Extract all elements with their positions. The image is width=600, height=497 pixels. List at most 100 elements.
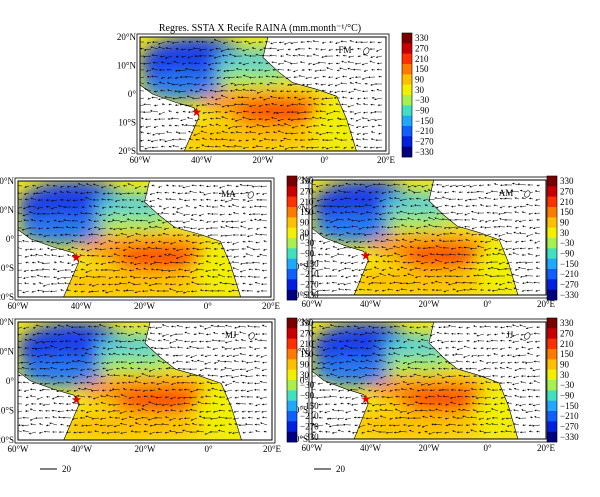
recife-star-icon [191, 107, 202, 117]
colorbar-tick-label: 150 [560, 349, 574, 359]
lon-tick-label: 0° [320, 155, 329, 165]
lat-tick-label: 0° [128, 89, 137, 99]
colorbar-tick-label: 30 [300, 370, 310, 380]
lat-tick-label: 10°S [118, 118, 136, 128]
lon-tick-label: 40°W [191, 155, 213, 165]
lat-tick-label: 10°N [0, 205, 14, 215]
lon-tick-label: 20°W [134, 301, 156, 311]
vector-scale-label: 20 [62, 464, 72, 474]
colorbar-tick-label: −210 [415, 126, 434, 136]
lon-tick-label: 40°W [71, 444, 93, 454]
lon-tick-label: 40°W [360, 443, 382, 453]
vector-scale-right: 20 [314, 464, 346, 474]
colorbar-tick-label: 150 [415, 64, 429, 74]
colorbar-tick-label: −270 [300, 422, 319, 432]
lon-tick-label: 40°W [360, 299, 382, 309]
colorbar-tick-label: −90 [560, 249, 575, 259]
panel-label: JJ [506, 330, 514, 340]
colorbar-tick-label: 90 [560, 218, 570, 228]
lon-tick-label: 60°W [7, 301, 29, 311]
colorbar-tick-label: −330 [560, 432, 579, 442]
wind-vectors [140, 39, 383, 150]
lat-tick-label: 20°S [0, 435, 14, 445]
colorbar-tick-label: 270 [300, 329, 314, 339]
wind-vectors [312, 182, 541, 293]
vector-scale-label-2: 20 [336, 464, 346, 474]
colorbar-tick-label: −150 [300, 401, 319, 411]
panel-label: FM [339, 45, 352, 55]
lon-tick-label: 20°W [418, 299, 440, 309]
vector-scale-left: 20 [40, 464, 72, 474]
colorbar-tick-label: −30 [560, 380, 575, 390]
lon-tick-label: 20°E [377, 155, 396, 165]
wind-vectors [18, 324, 268, 435]
lat-tick-label: 20°N [0, 176, 14, 186]
colorbar-tick-label: 210 [300, 339, 314, 349]
colorbar-tick-label: −330 [415, 147, 434, 157]
lon-tick-label: 20°E [263, 444, 282, 454]
lat-tick-label: 20°S [0, 292, 14, 302]
lat-tick-label: 20°N [0, 317, 14, 327]
colorbar-tick-label: 30 [560, 228, 570, 238]
colorbar-tick-label: 150 [300, 207, 314, 217]
colorbar-tick-label: −270 [560, 422, 579, 432]
colorbar-tick-label: −150 [560, 259, 579, 269]
colorbar-tick-label: 210 [415, 54, 429, 64]
colorbar-tick-label: −30 [300, 380, 315, 390]
colorbar-tick-label: 270 [415, 44, 429, 54]
colorbar-tick-label: 210 [300, 197, 314, 207]
lon-tick-label: 0° [483, 443, 492, 453]
colorbar-tick-label: −90 [300, 249, 315, 259]
lat-tick-label: 20°S [290, 434, 308, 444]
lon-tick-label: 60°W [301, 299, 323, 309]
figure-title: Regres. SSTA X Recife RAINA (mm.month⁻¹/… [159, 23, 361, 34]
colorbar-tick-label: 270 [560, 329, 574, 339]
lat-tick-label: 20°N [289, 175, 309, 185]
lon-tick-label: 60°W [7, 444, 29, 454]
lon-tick-label: 0° [483, 299, 492, 309]
wind-vectors [312, 324, 541, 435]
lat-tick-label: 0° [300, 233, 309, 243]
lat-tick-label: 10°N [289, 204, 309, 214]
lat-tick-label: 10°N [289, 346, 309, 356]
recife-star-icon [361, 394, 371, 404]
map-panel-2: MA 20°N 10°N 0° 10°S 20°S60°W 40°W 20°W 0° 20°E [0, 176, 281, 311]
lat-tick-label: 20°S [118, 146, 136, 156]
colorbar-tick-label: −30 [560, 238, 575, 248]
colorbar-tick-label: 150 [560, 207, 574, 217]
colorbar-tick-label: −210 [300, 269, 319, 279]
recife-star-icon [71, 394, 82, 404]
colorbar-tick-label: −30 [415, 95, 430, 105]
colorbar-tick-label: 330 [300, 176, 314, 186]
colorbar-tick-label: 90 [415, 75, 425, 85]
colorbar-tick-label: 330 [560, 318, 574, 328]
lat-tick-label: 20°N [289, 317, 309, 327]
colorbar-tick-label: −210 [300, 411, 319, 421]
colorbars: 3302702101509030−30−90−150−210−270−33033… [286, 32, 579, 443]
colorbar-tick-label: −150 [560, 401, 579, 411]
colorbar-tick-label: −270 [300, 280, 319, 290]
colorbar-tick-label: 30 [415, 85, 425, 95]
colorbar-tick-label: 30 [300, 228, 310, 238]
lat-tick-label: 10°N [117, 61, 137, 71]
colorbar-tick-label: −150 [300, 259, 319, 269]
lon-tick-label: 20°W [418, 443, 440, 453]
colorbar-tick-label: −150 [415, 116, 434, 126]
lat-tick-label: 0° [6, 376, 15, 386]
colorbar-tick-label: −330 [300, 432, 319, 442]
lon-tick-label: 20°E [262, 301, 281, 311]
colorbar-tick-label: −90 [560, 391, 575, 401]
colorbar-tick-label: 330 [560, 176, 574, 186]
map-panel-3: AM 20°N 10°N 0° 10°S 20°S60°W 40°W 20°W 0° 20°E [289, 175, 556, 309]
lat-tick-label: 20°N [117, 32, 137, 42]
lat-tick-label: 0° [6, 234, 15, 244]
lon-tick-label: 60°W [301, 443, 323, 453]
lon-tick-label: 0° [204, 301, 213, 311]
colorbar-tick-label: −210 [560, 269, 579, 279]
colorbar-tick-label: −330 [300, 290, 319, 300]
